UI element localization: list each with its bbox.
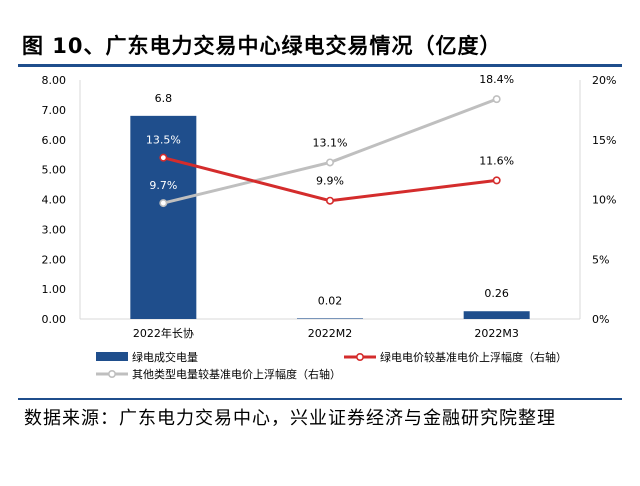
bar-data-label: 0.02	[318, 294, 343, 307]
green-price-point	[325, 196, 334, 205]
left-tick-label: 0.00	[42, 313, 67, 326]
legend-other-price-marker	[108, 369, 117, 378]
bar-data-label: 0.26	[484, 287, 509, 300]
green-price-data-label: 9.9%	[316, 175, 344, 188]
left-tick-label: 5.00	[42, 164, 67, 177]
bar-data-label: 6.8	[155, 92, 173, 105]
left-tick-label: 1.00	[42, 283, 67, 296]
source-note: 数据来源：广东电力交易中心，兴业证券经济与金融研究院整理	[24, 408, 556, 429]
bar-3	[463, 311, 530, 319]
green-price-data-label: 13.5%	[146, 134, 181, 147]
chart-title: 图 10、广东电力交易中心绿电交易情况（亿度）	[22, 34, 502, 58]
green-price-data-label: 11.6%	[479, 154, 514, 167]
left-tick-label: 2.00	[42, 253, 67, 266]
legend-bar-swatch	[96, 352, 128, 361]
other-price-point	[325, 158, 334, 167]
title-divider	[18, 64, 622, 67]
legend-bar-label: 绿电成交电量	[132, 350, 198, 364]
other-price-point	[492, 95, 501, 104]
x-tick-label: 2022年长协	[133, 326, 194, 340]
right-tick-label: 5%	[592, 253, 609, 266]
x-tick-label: 2022M3	[474, 327, 518, 340]
other-price-point	[159, 199, 168, 208]
left-tick-label: 4.00	[42, 194, 67, 207]
legend-green-price-marker	[355, 352, 364, 361]
legend-green-price-label: 绿电电价较基准电价上浮幅度（右轴）	[380, 350, 567, 364]
legend-other-price-label: 其他类型电量较基准电价上浮幅度（右轴）	[132, 367, 341, 381]
other-price-data-label: 18.4%	[479, 73, 514, 86]
bar-2	[297, 318, 363, 320]
bar-1	[130, 115, 197, 319]
left-tick-label: 7.00	[42, 104, 67, 117]
green-price-point	[492, 176, 501, 185]
right-tick-label: 20%	[592, 74, 616, 87]
x-tick-label: 2022M2	[308, 327, 352, 340]
left-tick-label: 3.00	[42, 223, 67, 236]
other-price-data-label: 13.1%	[313, 136, 348, 149]
left-tick-label: 8.00	[42, 74, 67, 87]
other-price-data-label: 9.7%	[149, 179, 177, 192]
right-tick-label: 15%	[592, 134, 616, 147]
green-price-point	[159, 153, 168, 162]
source-divider	[18, 398, 622, 400]
right-tick-label: 0%	[592, 313, 609, 326]
left-tick-label: 6.00	[42, 134, 67, 147]
right-tick-label: 10%	[592, 194, 616, 207]
